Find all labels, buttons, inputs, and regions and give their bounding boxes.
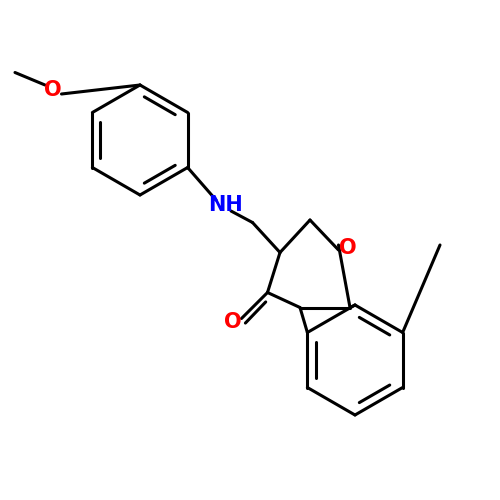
Text: O: O xyxy=(44,80,62,100)
Text: NH: NH xyxy=(208,195,242,215)
Text: O: O xyxy=(338,238,356,258)
Text: O: O xyxy=(224,312,242,332)
